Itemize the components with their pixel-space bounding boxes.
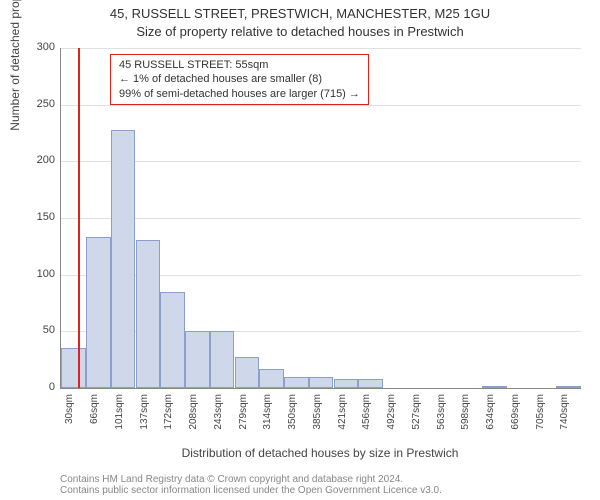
x-tick-label: 243sqm — [213, 394, 224, 444]
histogram-bar — [185, 331, 210, 388]
chart-subtitle: Size of property relative to detached ho… — [0, 24, 600, 39]
histogram-bar — [284, 377, 309, 388]
x-tick-label: 314sqm — [262, 394, 273, 444]
x-tick-label: 634sqm — [485, 394, 496, 444]
y-tick-label: 50 — [5, 324, 55, 336]
grid-line — [61, 48, 581, 49]
chart-title: 45, RUSSELL STREET, PRESTWICH, MANCHESTE… — [0, 6, 600, 21]
x-tick-label: 563sqm — [436, 394, 447, 444]
copyright-line-2: Contains public sector information licen… — [60, 485, 580, 496]
histogram-bar — [482, 386, 507, 388]
y-tick-label: 250 — [5, 98, 55, 110]
histogram-bar — [235, 357, 260, 388]
y-tick-label: 150 — [5, 211, 55, 223]
grid-line — [61, 218, 581, 219]
histogram-bar — [136, 240, 161, 388]
x-tick-label: 705sqm — [535, 394, 546, 444]
x-tick-label: 66sqm — [89, 394, 100, 444]
histogram-bar — [358, 379, 383, 388]
info-line-1: 45 RUSSELL STREET: 55sqm — [119, 58, 360, 72]
x-tick-label: 385sqm — [312, 394, 323, 444]
histogram-bar — [210, 331, 235, 388]
x-tick-label: 598sqm — [460, 394, 471, 444]
copyright-line-1: Contains HM Land Registry data © Crown c… — [60, 474, 580, 485]
grid-line — [61, 161, 581, 162]
x-tick-label: 137sqm — [139, 394, 150, 444]
x-tick-label: 172sqm — [163, 394, 174, 444]
histogram-bar — [111, 130, 136, 388]
copyright-notice: Contains HM Land Registry data © Crown c… — [60, 474, 580, 496]
x-tick-label: 527sqm — [411, 394, 422, 444]
histogram-bar — [160, 292, 185, 388]
x-tick-label: 740sqm — [559, 394, 570, 444]
x-tick-label: 492sqm — [386, 394, 397, 444]
x-tick-label: 208sqm — [188, 394, 199, 444]
x-tick-label: 350sqm — [287, 394, 298, 444]
x-tick-label: 421sqm — [337, 394, 348, 444]
info-line-2: ← 1% of detached houses are smaller (8) — [119, 72, 360, 86]
histogram-bar — [556, 386, 581, 388]
histogram-bar — [86, 237, 111, 388]
info-box: 45 RUSSELL STREET: 55sqm ← 1% of detache… — [110, 54, 369, 105]
x-tick-label: 30sqm — [64, 394, 75, 444]
histogram-bar — [259, 369, 284, 388]
x-tick-label: 669sqm — [510, 394, 521, 444]
info-line-3: 99% of semi-detached houses are larger (… — [119, 87, 360, 101]
histogram-bar — [334, 379, 359, 388]
y-tick-label: 0 — [5, 381, 55, 393]
marker-line — [78, 48, 80, 388]
y-tick-label: 200 — [5, 154, 55, 166]
chart-container: 45, RUSSELL STREET, PRESTWICH, MANCHESTE… — [0, 0, 600, 500]
x-axis-label: Distribution of detached houses by size … — [60, 446, 580, 460]
x-tick-label: 279sqm — [238, 394, 249, 444]
x-tick-label: 456sqm — [361, 394, 372, 444]
y-tick-label: 100 — [5, 268, 55, 280]
x-tick-label: 101sqm — [114, 394, 125, 444]
histogram-bar — [61, 348, 86, 388]
histogram-bar — [309, 377, 334, 388]
y-tick-label: 300 — [5, 41, 55, 53]
